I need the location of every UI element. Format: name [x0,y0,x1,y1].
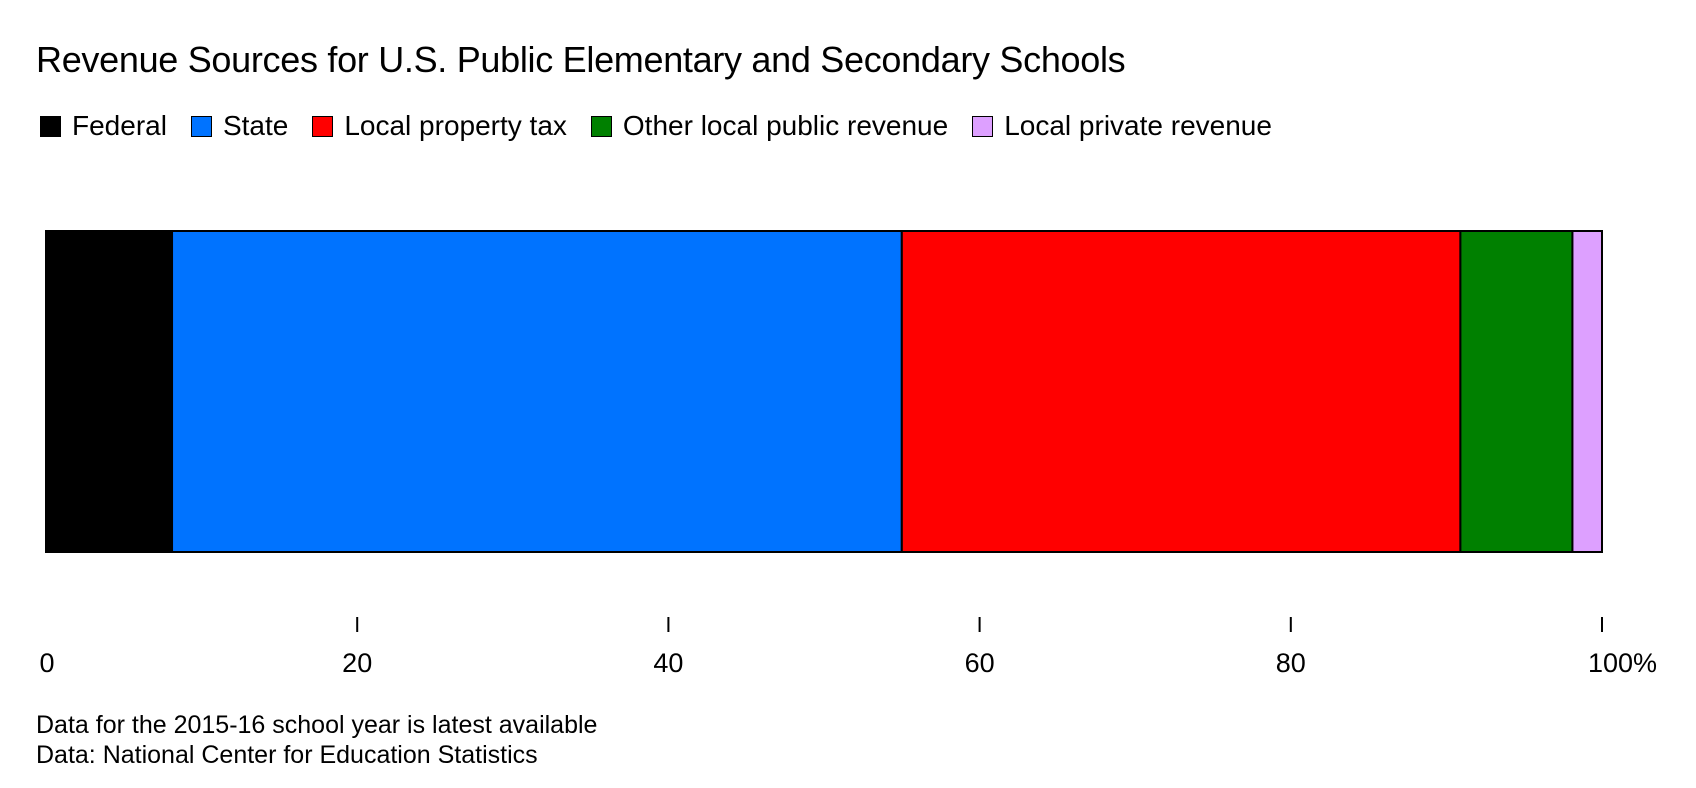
legend-swatch-local-private-revenue [972,115,994,137]
bar-segment-other-local-public-revenue [1459,230,1574,553]
x-tick-label-0: 0 [39,648,54,678]
legend-item-local-private-revenue: Local private revenue [972,109,1272,143]
legend-label-federal: Federal [72,110,167,141]
x-tick-label-40: 40 [653,648,683,678]
legend-item-federal: Federal [40,109,167,143]
legend-label-other-local-public-revenue: Other local public revenue [622,110,949,141]
stacked-bar-chart: 0 20 40 60 80 100% [39,230,1657,678]
bars-layer [45,230,1604,553]
legend: Federal State Local property tax Other l… [40,108,1296,144]
legend-item-other-local-public-revenue: Other local public revenue [590,109,949,143]
chart-title: Revenue Sources for U.S. Public Elementa… [36,39,1126,80]
x-tick-label-100: 100% [1588,648,1657,678]
x-tick-label-20: 20 [342,648,372,678]
legend-item-local-property-tax: Local property tax [312,109,567,143]
x-tick-label-80: 80 [1276,648,1306,678]
note-latest-available: Data for the 2015-16 school year is late… [36,711,598,739]
legend-label-local-property-tax: Local property tax [344,110,567,141]
note-source: Data: National Center for Education Stat… [36,741,538,769]
footnote: Data for the 2015-16 school year is late… [36,710,597,770]
bar-segment-local-property-tax [900,230,1462,553]
legend-label-local-private-revenue: Local private revenue [1004,110,1272,141]
legend-label-state: State [222,110,289,141]
x-tick-label-60: 60 [965,648,995,678]
legend-swatch-state [190,115,212,137]
legend-item-state: State [190,109,289,143]
x-axis: 0 20 40 60 80 100% [39,617,1657,678]
bar-segment-federal [45,230,174,553]
bar-segment-local-private-revenue [1571,230,1604,553]
legend-swatch-local-property-tax [312,115,334,137]
legend-swatch-federal [40,115,61,137]
legend-swatch-other-local-public-revenue [590,115,612,137]
bar-segment-state [171,230,903,553]
